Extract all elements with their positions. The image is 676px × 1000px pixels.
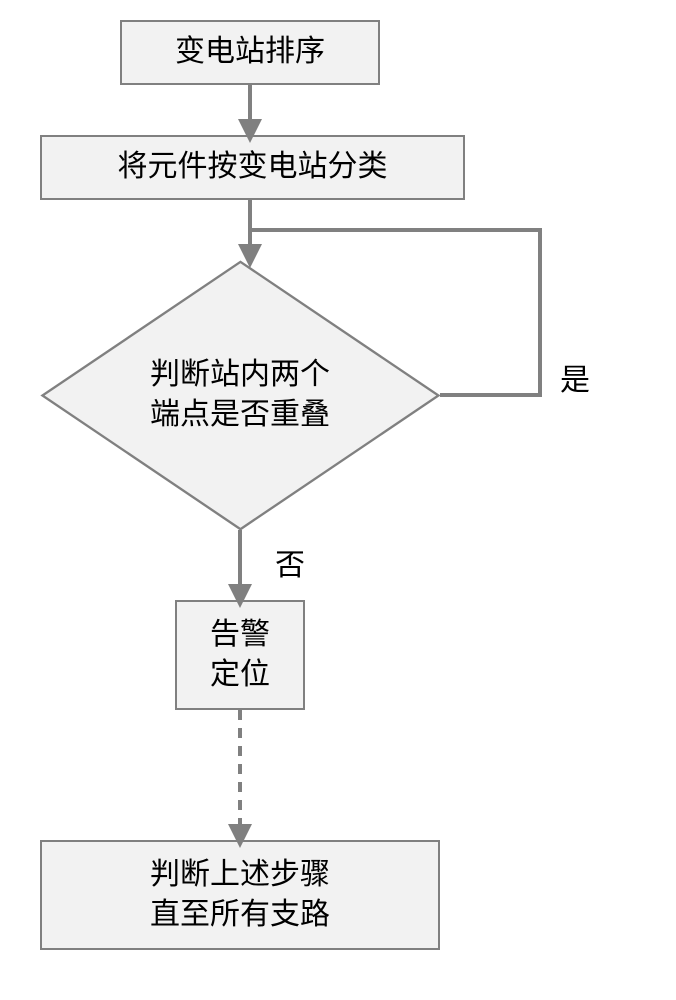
node-n4: 告警定位 — [175, 600, 305, 710]
node-n5: 判断上述步骤直至所有支路 — [40, 840, 440, 950]
node-n2-label: 将元件按变电站分类 — [118, 147, 388, 188]
node-n4-label: 告警定位 — [210, 615, 270, 696]
label-yes: 是 — [560, 355, 590, 399]
label-no: 否 — [275, 540, 305, 584]
node-n5-label: 判断上述步骤直至所有支路 — [150, 855, 330, 936]
node-n3-label: 判断站内两个端点是否重叠 — [150, 355, 330, 436]
node-n2: 将元件按变电站分类 — [40, 135, 465, 200]
node-n3: 判断站内两个端点是否重叠 — [40, 260, 440, 530]
node-n1: 变电站排序 — [120, 20, 380, 85]
node-n1-label: 变电站排序 — [175, 32, 325, 73]
